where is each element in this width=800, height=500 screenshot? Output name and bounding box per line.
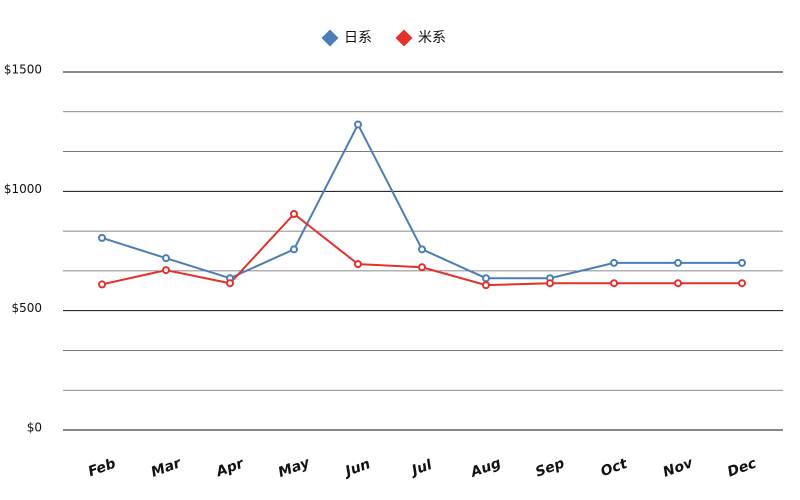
x-tick-label: May [276,455,312,481]
x-tick-label: Sep [533,455,566,480]
point [354,260,362,269]
legend-marker [395,29,413,47]
x-tick-label: Jun [341,456,373,481]
point [610,279,618,288]
point [418,263,426,272]
x-tick-label: Mar [149,455,184,481]
x-tick-label: Oct [599,455,631,480]
y-tick-label: $1000 [4,182,42,196]
x-tick-label: Dec [725,455,759,480]
point [738,279,746,288]
point [162,254,170,263]
x-tick-label: Jul [407,457,434,480]
point [290,245,298,254]
point [98,280,106,289]
point [418,245,426,254]
series-line [101,122,742,280]
x-tick-label: Aug [468,455,503,481]
point [674,258,682,267]
y-tick-label: $1500 [4,63,42,77]
x-tick-label: Nov [661,455,696,481]
point [738,258,746,267]
legend-label: 米系 [418,30,446,46]
point [290,210,298,219]
point [546,279,554,288]
x-tick-label: Feb [86,456,118,481]
point [354,120,362,129]
point [226,279,234,288]
legend-label: 日系 [344,30,372,46]
legend-marker [321,29,339,47]
point [482,274,490,283]
x-tick-label: Apr [213,455,247,480]
y-tick-label: $0 [27,421,42,435]
point [98,233,106,242]
point [610,258,618,267]
y-tick-label: $500 [11,301,42,315]
point [482,281,490,290]
point [674,279,682,288]
point [162,266,170,275]
